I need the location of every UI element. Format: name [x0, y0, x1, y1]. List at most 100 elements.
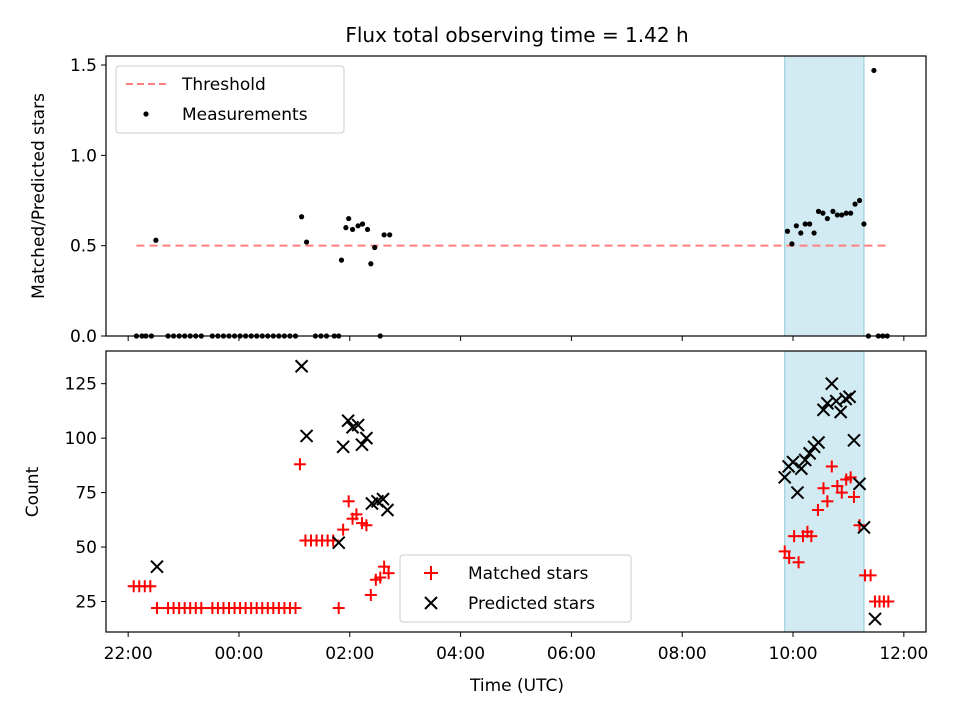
- top-point: [793, 223, 799, 229]
- bottom-predicted-point: [802, 446, 817, 461]
- bottom-predicted-point: [838, 392, 853, 406]
- top-point: [349, 226, 356, 233]
- bottom-predicted-point: [150, 559, 164, 574]
- top-panel: 0.0 0.5 1.0 1.5 Matched/Predicted stars Thr…: [29, 55, 927, 347]
- top-point: [298, 214, 305, 220]
- bottom-plot-area: 25 50 75 100 125 22:00 00:00 02:00 04:00 06:00 08:…: [65, 350, 928, 664]
- legend-measurements-swatch: [143, 111, 149, 117]
- legend-measurements-label: Measurements: [182, 105, 308, 125]
- bottom-matched-point: [374, 571, 387, 584]
- bottom-matched-point: [844, 471, 857, 484]
- bottom-predicted-point: [359, 431, 374, 445]
- top-point: [359, 221, 366, 227]
- top-point: [798, 230, 804, 236]
- bottom-ytick-label: 125: [65, 375, 97, 395]
- top-point: [856, 197, 863, 204]
- bottom-matched-point: [382, 567, 395, 580]
- top-point: [843, 210, 849, 216]
- top-legend: Threshold Measurements: [115, 65, 345, 134]
- top-point: [368, 261, 374, 267]
- bottom-matched-point: [847, 490, 860, 503]
- top-point: [824, 215, 830, 222]
- top-legend-box: [115, 65, 345, 134]
- bottom-predicted-point: [351, 418, 365, 432]
- bottom-predicted-point: [833, 405, 848, 419]
- bottom-matched-point: [342, 495, 355, 508]
- top-point: [830, 208, 836, 214]
- bottom-predicted-point: [842, 390, 857, 404]
- top-point: [815, 208, 822, 214]
- bottom-ytick-label: 50: [75, 538, 97, 558]
- bottom-ylabel: Count: [23, 466, 43, 517]
- bottom-matched-point: [350, 508, 363, 521]
- bottom-ytick-label: 25: [75, 593, 97, 613]
- bottom-predicted-point: [811, 435, 826, 450]
- bottom-matched-point: [835, 486, 848, 499]
- top-point: [839, 212, 845, 218]
- top-point: [364, 226, 371, 233]
- top-point: [861, 221, 867, 227]
- bottom-axes-frame: [105, 350, 927, 633]
- bottom-matched-point: [378, 560, 391, 573]
- bottom-predicted-point: [341, 413, 355, 428]
- top-point: [834, 212, 840, 218]
- bottom-matched-point: [289, 602, 302, 615]
- legend-matched-label: Matched stars: [468, 564, 588, 584]
- bottom-predicted-point: [786, 455, 800, 469]
- bottom-predicted-point: [355, 437, 369, 452]
- top-ytick-label: 0.5: [70, 237, 97, 257]
- bottom-series-1: [127, 458, 895, 615]
- bottom-ytick-label: 100: [65, 429, 97, 449]
- bottom-predicted-point: [336, 440, 350, 454]
- bottom-predicted-point: [794, 461, 809, 476]
- bottom-matched-point: [332, 602, 345, 615]
- top-ytick-label: 1.0: [70, 146, 97, 166]
- top-point: [802, 221, 808, 227]
- top-point: [807, 221, 813, 227]
- legend-predicted-swatch: [424, 596, 438, 610]
- bottom-predicted-point: [380, 503, 395, 517]
- bottom-matched-point: [825, 460, 838, 473]
- bottom-predicted-point: [868, 612, 882, 626]
- top-ytick-label: 0.0: [70, 327, 97, 347]
- top-axes-frame: [105, 55, 927, 337]
- bottom-matched-point: [831, 480, 844, 493]
- bottom-series-2: [150, 359, 882, 626]
- top-point: [381, 232, 387, 238]
- bottom-matched-point: [195, 602, 208, 615]
- top-highlight-band: [784, 55, 865, 337]
- bottom-xtick-label: 10:00: [769, 644, 818, 664]
- bottom-predicted-point: [857, 520, 871, 535]
- bottom-xtick-label: 04:00: [436, 644, 485, 664]
- bottom-xtick-label: 12:00: [879, 644, 928, 664]
- top-point: [346, 215, 352, 222]
- bottom-matched-point: [817, 482, 830, 495]
- bottom-matched-point: [811, 504, 824, 517]
- top-point: [343, 225, 349, 231]
- bottom-matched-point: [360, 519, 373, 532]
- top-point: [789, 241, 795, 247]
- bottom-matched-point: [792, 556, 805, 569]
- top-ylabel: Matched/Predicted stars: [29, 93, 49, 299]
- bottom-matched-point: [293, 458, 306, 471]
- bottom-matched-point: [783, 551, 796, 564]
- bottom-matched-point: [882, 595, 895, 608]
- bottom-matched-point: [853, 519, 866, 532]
- top-point: [852, 201, 858, 207]
- top-point: [355, 223, 361, 229]
- bottom-xtick-label: 06:00: [547, 644, 596, 664]
- bottom-matched-point: [778, 545, 791, 558]
- top-ytick-label: 1.5: [70, 56, 97, 76]
- bottom-matched-point: [337, 523, 350, 536]
- top-point: [303, 239, 310, 245]
- bottom-matched-point: [805, 530, 818, 543]
- bottom-matched-point: [821, 495, 834, 508]
- bottom-ytick-label: 75: [75, 484, 97, 504]
- x-axis-label: Time (UTC): [469, 676, 564, 696]
- bottom-predicted-point: [294, 359, 309, 373]
- bottom-predicted-point: [852, 477, 867, 491]
- top-point: [387, 232, 393, 238]
- bottom-predicted-point: [376, 492, 390, 506]
- bottom-predicted-point: [825, 376, 839, 391]
